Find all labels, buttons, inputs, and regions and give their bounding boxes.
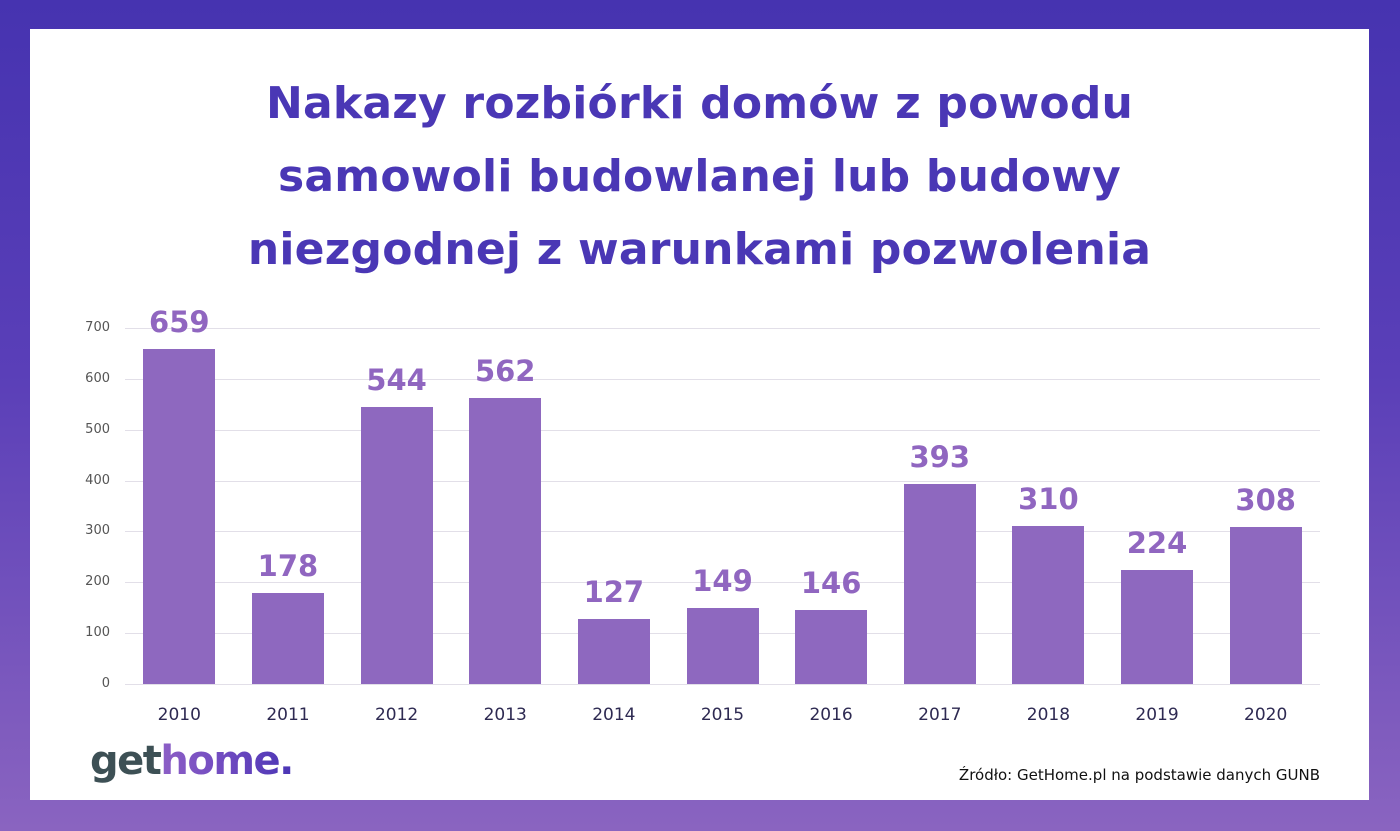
bar-2017 [903,484,976,684]
y-axis-tick-label: 600 [85,371,110,386]
gethome-logo: gethome. [90,736,294,786]
y-axis-tick-label: 400 [85,473,110,488]
bar-2011 [251,593,324,684]
bar-2019 [1121,570,1194,684]
gridline [125,379,1320,380]
y-axis-tick-label: 0 [101,676,110,691]
logo-text-home: home. [160,738,294,784]
gridline [125,328,1320,329]
bar-value-label: 178 [257,549,319,584]
x-axis-tick-label: 2016 [809,705,853,725]
gridline [125,582,1320,583]
x-axis-tick-label: 2012 [374,705,419,725]
gridline [125,430,1320,431]
bar-2010 [143,348,216,684]
bar-value-label: 146 [800,565,862,600]
x-axis-tick-label: 2015 [700,705,745,725]
chart-card: Nakazy rozbiórki domów z powodu samowoli… [30,29,1369,800]
bar-value-label: 659 [149,304,210,339]
x-axis-tick-label: 2014 [592,705,636,725]
chart-title-line-1: Nakazy rozbiórki domów z powodu [265,78,1134,129]
bar-value-label: 149 [692,564,753,599]
chart-title-line-2: samowoli budowlanej lub budowy [278,151,1121,202]
bar-2020 [1229,527,1302,684]
logo-text-get: get [90,738,162,784]
source-note: Źródło: GetHome.pl na podstawie danych G… [958,766,1320,784]
x-axis-tick-label: 2017 [918,705,962,725]
x-axis-tick-label: 2018 [1026,705,1071,725]
y-axis-tick-label: 500 [85,422,110,437]
x-axis-tick-label: 2010 [157,705,201,725]
bar-chart: 0 100 200 300 400 500 600 700 659 2010 178 2011 544 2… [30,29,1369,800]
bar-2013 [469,398,542,684]
x-axis-tick-label: 2011 [266,705,310,725]
x-axis-tick-label: 2020 [1244,705,1288,725]
bar-value-label: 310 [1018,482,1079,517]
x-axis-tick-label: 2013 [483,705,527,725]
bar-2012 [360,407,433,684]
x-axis-tick-label: 2019 [1135,705,1179,725]
bar-2018 [1012,526,1085,684]
bar-2015 [686,608,759,684]
bar-value-label: 393 [909,440,971,475]
y-axis-tick-label: 100 [85,625,110,640]
gridline [125,531,1320,532]
bar-value-label: 562 [474,354,536,389]
chart-title-line-3: niezgodnej z warunkami pozwolenia [247,224,1152,275]
bar-value-label: 308 [1235,483,1296,518]
bar-value-label: 224 [1126,526,1188,561]
y-axis-tick-label: 300 [85,523,110,538]
bar-2016 [795,609,868,684]
bar-value-label: 127 [583,575,645,610]
bar-value-label: 544 [366,363,427,398]
chart-title: Nakazy rozbiórki domów z powodu samowoli… [30,67,1369,286]
y-axis-tick-label: 700 [85,320,110,335]
bar-2014 [577,619,650,684]
y-axis-tick-label: 200 [85,574,110,589]
gridline [125,684,1320,685]
gridline [125,481,1320,482]
